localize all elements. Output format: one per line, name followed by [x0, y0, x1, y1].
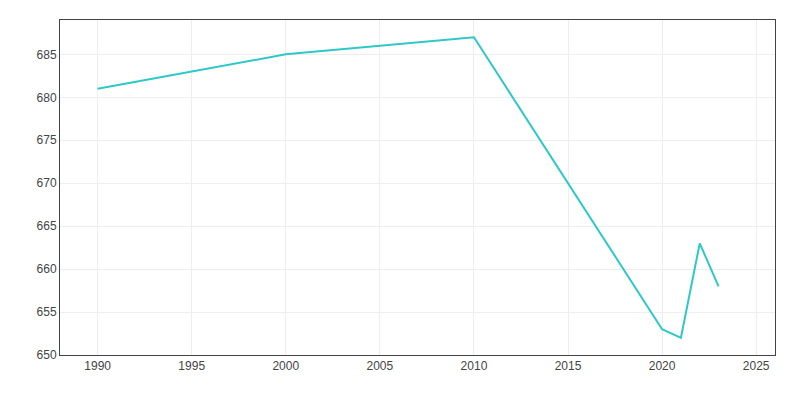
- svg-text:675: 675: [37, 133, 57, 147]
- svg-text:680: 680: [37, 91, 57, 105]
- svg-text:2015: 2015: [555, 359, 582, 373]
- svg-text:1990: 1990: [84, 359, 111, 373]
- svg-text:2025: 2025: [743, 359, 770, 373]
- svg-text:655: 655: [37, 305, 57, 319]
- svg-text:660: 660: [37, 262, 57, 276]
- svg-text:1995: 1995: [178, 359, 205, 373]
- svg-text:685: 685: [37, 48, 57, 62]
- svg-text:670: 670: [37, 176, 57, 190]
- svg-text:2000: 2000: [272, 359, 299, 373]
- svg-text:650: 650: [37, 348, 57, 362]
- svg-text:2010: 2010: [461, 359, 488, 373]
- svg-text:2005: 2005: [367, 359, 394, 373]
- svg-text:665: 665: [37, 219, 57, 233]
- svg-text:2020: 2020: [649, 359, 676, 373]
